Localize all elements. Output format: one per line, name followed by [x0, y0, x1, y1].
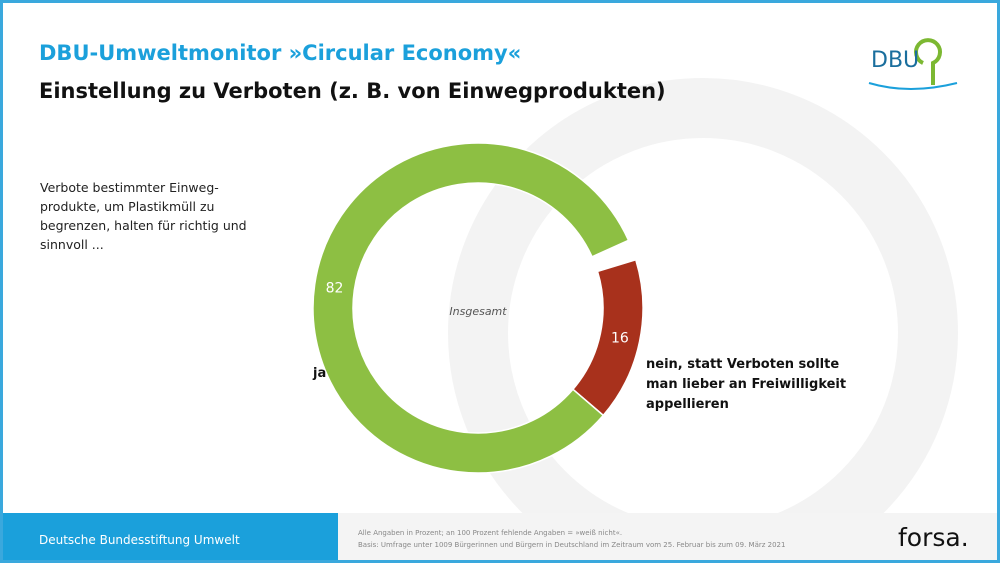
note-line: Basis: Umfrage unter 1009 Bürgerinnen un…	[358, 541, 786, 549]
logo-wave	[868, 82, 958, 90]
note-line: Alle Angaben in Prozent; an 100 Prozent …	[358, 529, 623, 537]
value-label: 16	[611, 331, 629, 347]
logo-leaf	[914, 38, 942, 85]
source-logo: forsa.	[898, 523, 969, 552]
notes: Alle Angaben in Prozent; an 100 Prozent …	[358, 527, 785, 551]
donut-segment	[312, 142, 630, 474]
footer-bar	[3, 513, 338, 560]
donut-segment	[571, 258, 644, 417]
logo: DBU	[871, 48, 920, 73]
chart: Insgesamt 16 82	[312, 38, 997, 560]
footer-text: Deutsche Bundesstiftung Umwelt	[39, 533, 240, 547]
title: DBU-Umweltmonitor »Circular Economy«	[39, 41, 522, 65]
annotation: Verbote bestimmter Einweg-produkte, um P…	[40, 180, 247, 252]
center-label: Insgesamt	[449, 305, 507, 318]
category-label: nein, statt Verboten sollte man lieber a…	[646, 357, 847, 412]
subtitle: Einstellung zu Verboten (z. B. von Einwe…	[39, 79, 666, 103]
category-label: ja	[313, 366, 327, 381]
value-label: 82	[326, 280, 344, 296]
footer-bar	[338, 513, 997, 560]
